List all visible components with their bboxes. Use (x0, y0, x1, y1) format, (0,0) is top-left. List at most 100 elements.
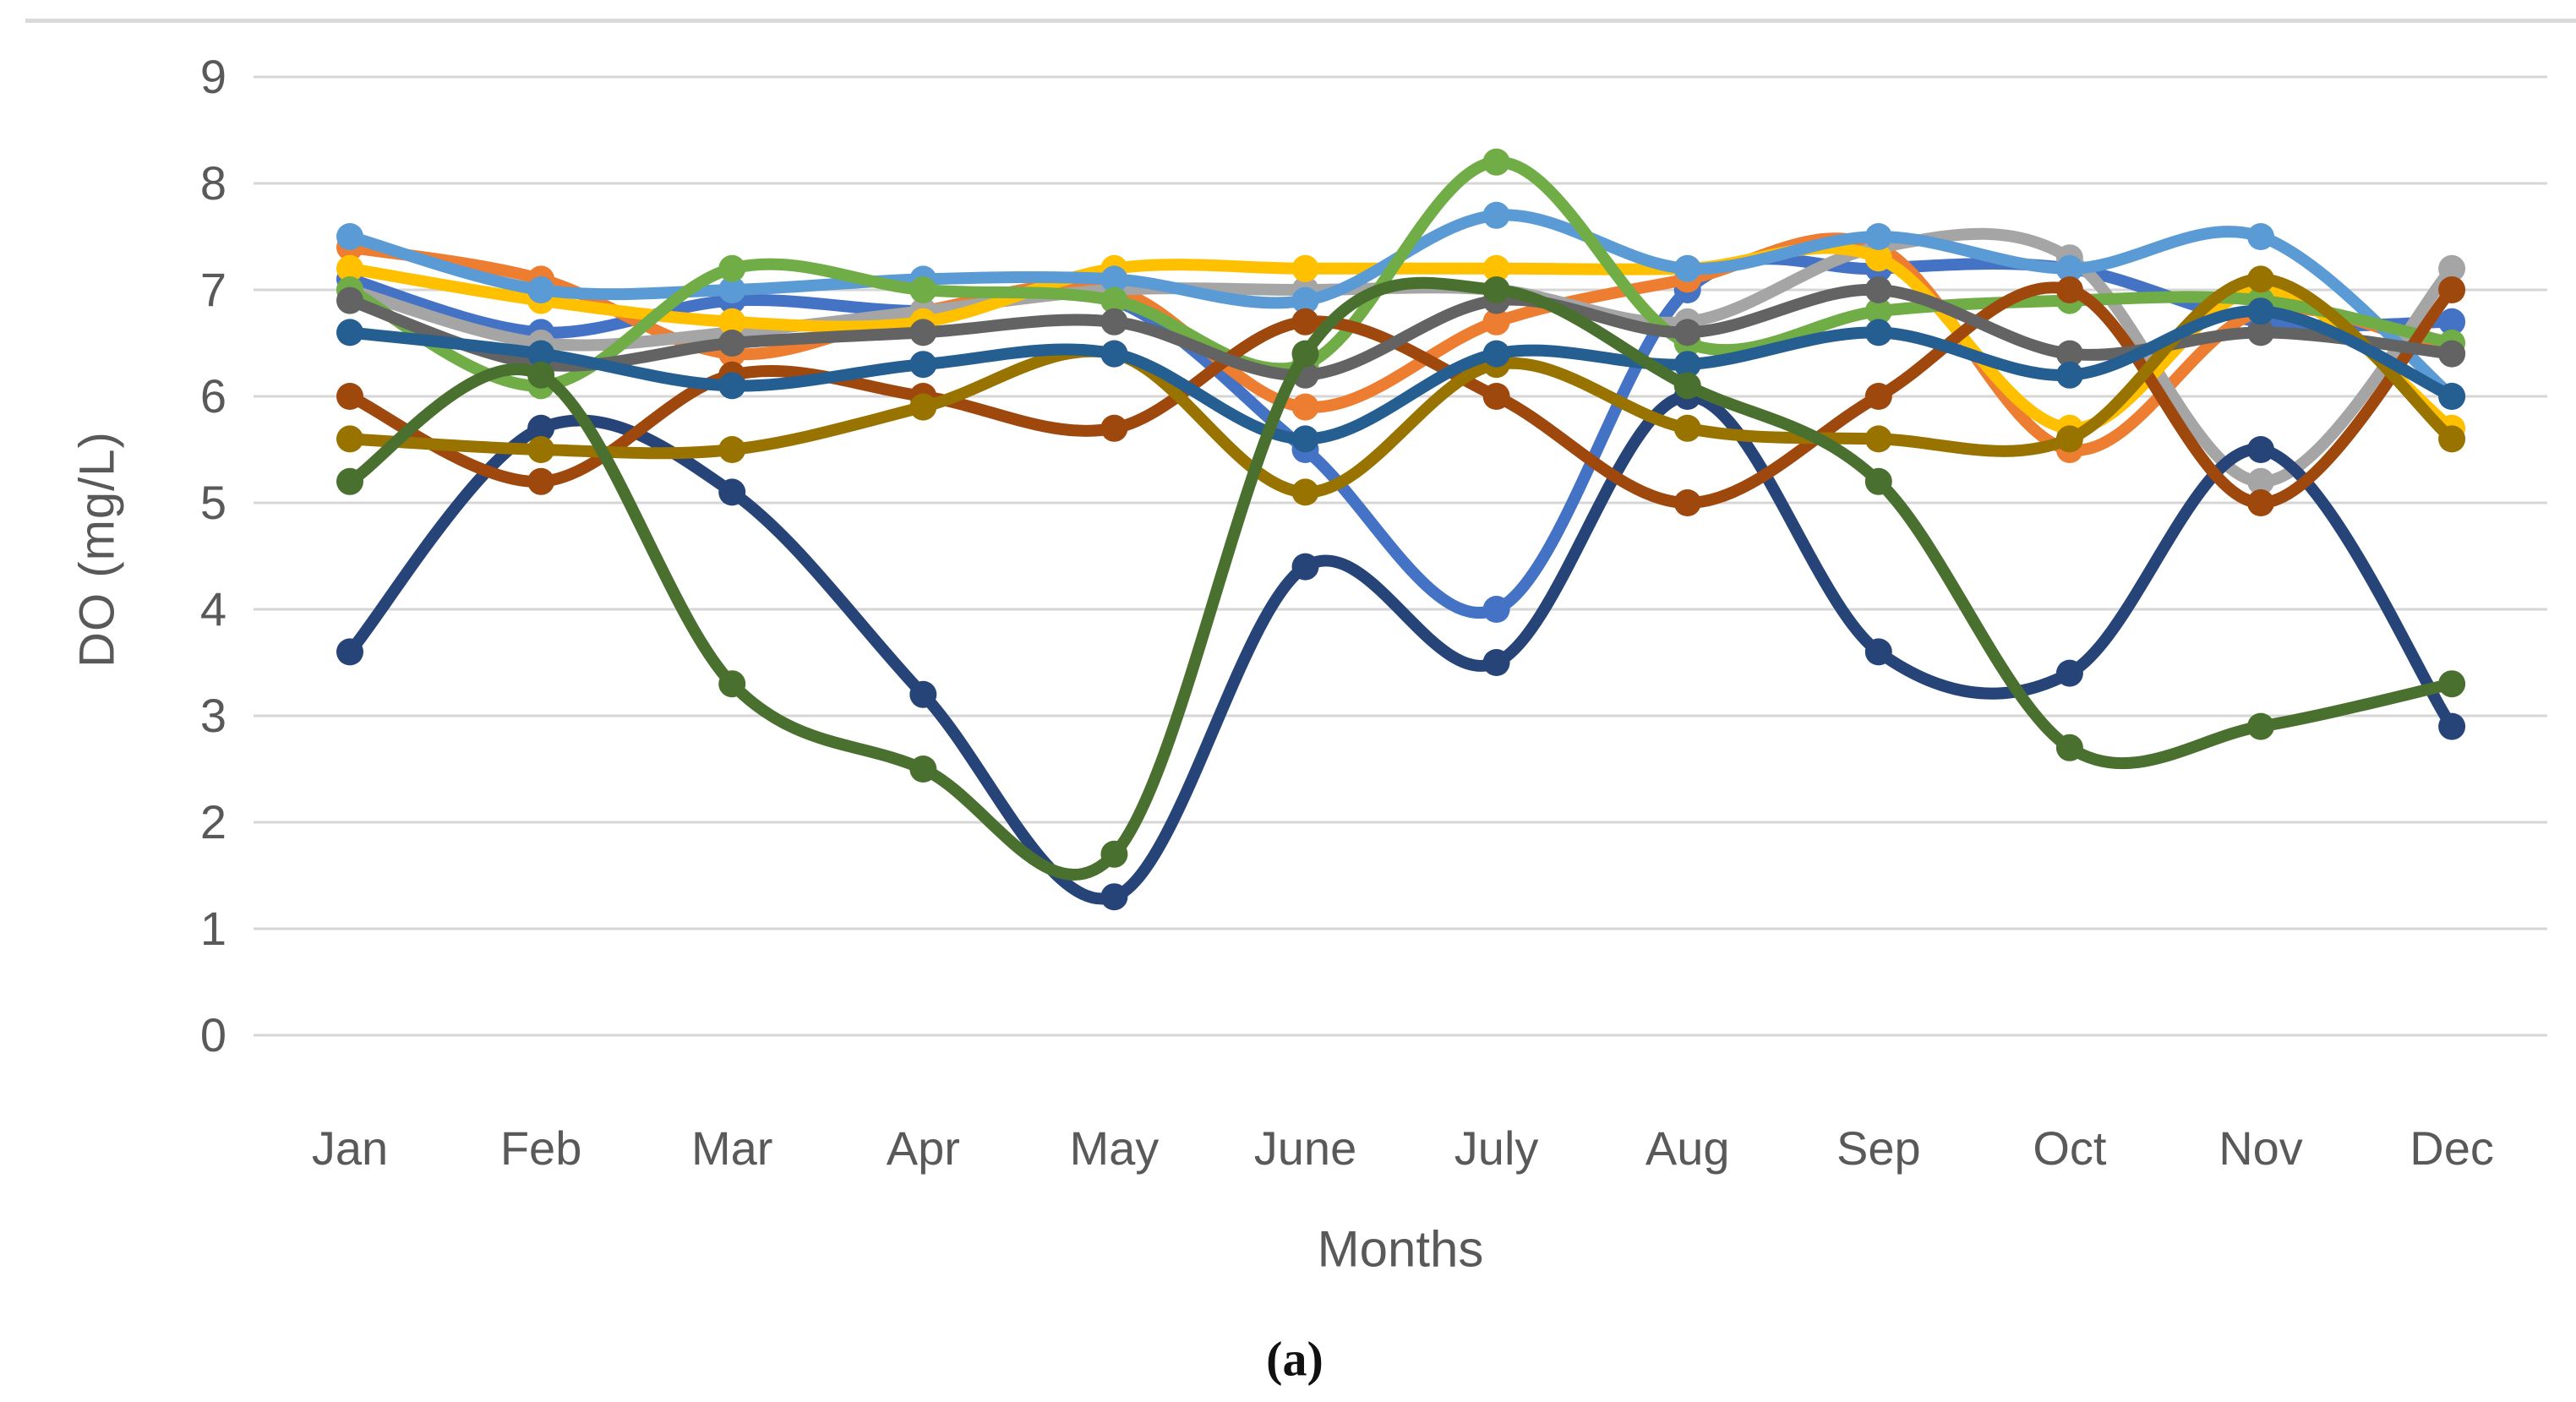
series-olive-point-aug (1673, 414, 1701, 442)
series-gray-point-dec (2438, 254, 2466, 282)
series-gray-point-nov (2247, 467, 2274, 495)
series-olive-group (336, 265, 2466, 506)
series-dark-green-point-jan (336, 467, 363, 495)
series-olive-point-nov (2247, 265, 2274, 293)
series-navy-point-mar (718, 478, 746, 506)
series-dark-red-point-dec (2438, 276, 2466, 303)
series-navy-point-dec (2438, 712, 2466, 740)
series-olive-point-june (1291, 478, 1319, 506)
series-dark-red-point-oct (2055, 276, 2083, 303)
series-green-point-apr (909, 276, 937, 303)
series-navy-point-sep (1864, 638, 1892, 666)
series-dark-gray-group (336, 276, 2466, 389)
series-dark-gray-point-jan (336, 286, 363, 314)
series-sky-blue-point-june (1291, 286, 1319, 314)
series-navy-point-oct (2055, 659, 2083, 687)
series-dark-gray-point-apr (909, 319, 937, 346)
y-tick-label-1: 1 (200, 902, 226, 955)
series-navy-point-nov (2247, 436, 2274, 463)
series-sky-blue-point-feb (527, 276, 555, 303)
series-olive-point-apr (909, 393, 937, 421)
series-green-point-sep (1864, 297, 1892, 325)
series-sky-blue-point-mar (718, 276, 746, 303)
series-sky-blue-point-july (1482, 201, 1510, 229)
x-axis-title: Months (1317, 1220, 1484, 1278)
series-sky-blue-point-nov (2247, 223, 2274, 250)
y-axis-tick-labels: 0 1 2 3 4 5 6 7 8 9 (200, 50, 226, 1061)
series-navy-group (336, 383, 2466, 911)
series-steel-blue-point-mar (718, 372, 746, 400)
series-dark-gray-point-may (1100, 308, 1128, 335)
series-steel-blue-point-sep (1864, 319, 1892, 346)
x-tick-label-feb: Feb (500, 1121, 582, 1175)
series-yellow-point-jan (336, 254, 363, 282)
x-tick-label-sep: Sep (1836, 1121, 1921, 1175)
series-olive-point-sep (1864, 425, 1892, 453)
series-sky-blue-point-aug (1673, 254, 1701, 282)
series-yellow-point-mar (718, 308, 746, 335)
x-tick-label-june: June (1254, 1121, 1356, 1175)
series-sky-blue-point-may (1100, 265, 1128, 293)
y-tick-label-0: 0 (200, 1008, 226, 1061)
series-dark-green-point-june (1291, 340, 1319, 368)
y-tick-label-8: 8 (200, 156, 226, 210)
series-dark-gray-line (344, 283, 2459, 381)
series-green-point-july (1482, 148, 1510, 176)
series-dark-green-point-sep (1864, 467, 1892, 495)
series-dark-red-point-may (1100, 414, 1128, 442)
series-yellow-point-july (1482, 254, 1510, 282)
series-dark-green-point-july (1482, 276, 1510, 303)
series-green-point-mar (718, 254, 746, 282)
x-tick-label-mar: Mar (691, 1121, 772, 1175)
series-navy-point-apr (909, 680, 937, 708)
series-sky-blue-point-jan (336, 223, 363, 250)
subfigure-caption: (a) (1266, 1331, 1323, 1387)
series-orange-point-june (1291, 393, 1319, 421)
series-dark-green-point-dec (2438, 670, 2466, 698)
series-blue-point-july (1482, 596, 1510, 623)
series-dark-green-point-mar (718, 670, 746, 698)
x-tick-label-july: July (1454, 1121, 1539, 1175)
series-dark-gray-point-aug (1673, 319, 1701, 346)
figure-top-border (25, 19, 2576, 23)
y-tick-label-7: 7 (200, 263, 226, 316)
y-tick-label-6: 6 (200, 369, 226, 423)
series-navy-point-july (1482, 649, 1510, 676)
series-green-point-may (1100, 286, 1128, 314)
series-olive-point-mar (718, 436, 746, 463)
series-sky-blue-point-sep (1864, 223, 1892, 250)
series-dark-green-point-apr (909, 756, 937, 783)
series-olive-point-feb (527, 436, 555, 463)
series-steel-blue-point-jan (336, 319, 363, 346)
series-dark-red-point-sep (1864, 383, 1892, 410)
series-dark-red-point-june (1291, 308, 1319, 335)
series-steel-blue-point-apr (909, 351, 937, 379)
series-dark-green-point-may (1100, 840, 1128, 868)
series-dark-green-point-oct (2055, 734, 2083, 761)
series-steel-blue-point-june (1291, 425, 1319, 453)
series-yellow-point-june (1291, 254, 1319, 282)
series-steel-blue-point-feb (527, 340, 555, 368)
y-tick-label-3: 3 (200, 689, 226, 742)
gridlines-group (254, 75, 2547, 1037)
series-navy-point-may (1100, 883, 1128, 911)
series-sky-blue-point-oct (2055, 254, 2083, 282)
series-navy-point-jan (336, 638, 363, 666)
y-tick-label-9: 9 (200, 50, 226, 103)
series-dark-gray-point-nov (2247, 319, 2274, 346)
series-steel-blue-point-july (1482, 340, 1510, 368)
series-dark-green-group (336, 276, 2466, 881)
series-olive-point-dec (2438, 425, 2466, 453)
x-tick-label-apr: Apr (887, 1121, 960, 1175)
series-steel-blue-line (344, 305, 2459, 445)
series-steel-blue-point-may (1100, 340, 1128, 368)
series-dark-green-point-nov (2247, 712, 2274, 740)
series-dark-red-point-july (1482, 383, 1510, 410)
y-tick-label-5: 5 (200, 476, 226, 529)
x-tick-label-may: May (1070, 1121, 1160, 1175)
series-dark-gray-point-dec (2438, 340, 2466, 368)
x-axis-tick-labels: Jan Feb Mar Apr May June July Aug Sep Oct Nov Dec (312, 1121, 2494, 1175)
series-dark-green-point-feb (527, 361, 555, 389)
